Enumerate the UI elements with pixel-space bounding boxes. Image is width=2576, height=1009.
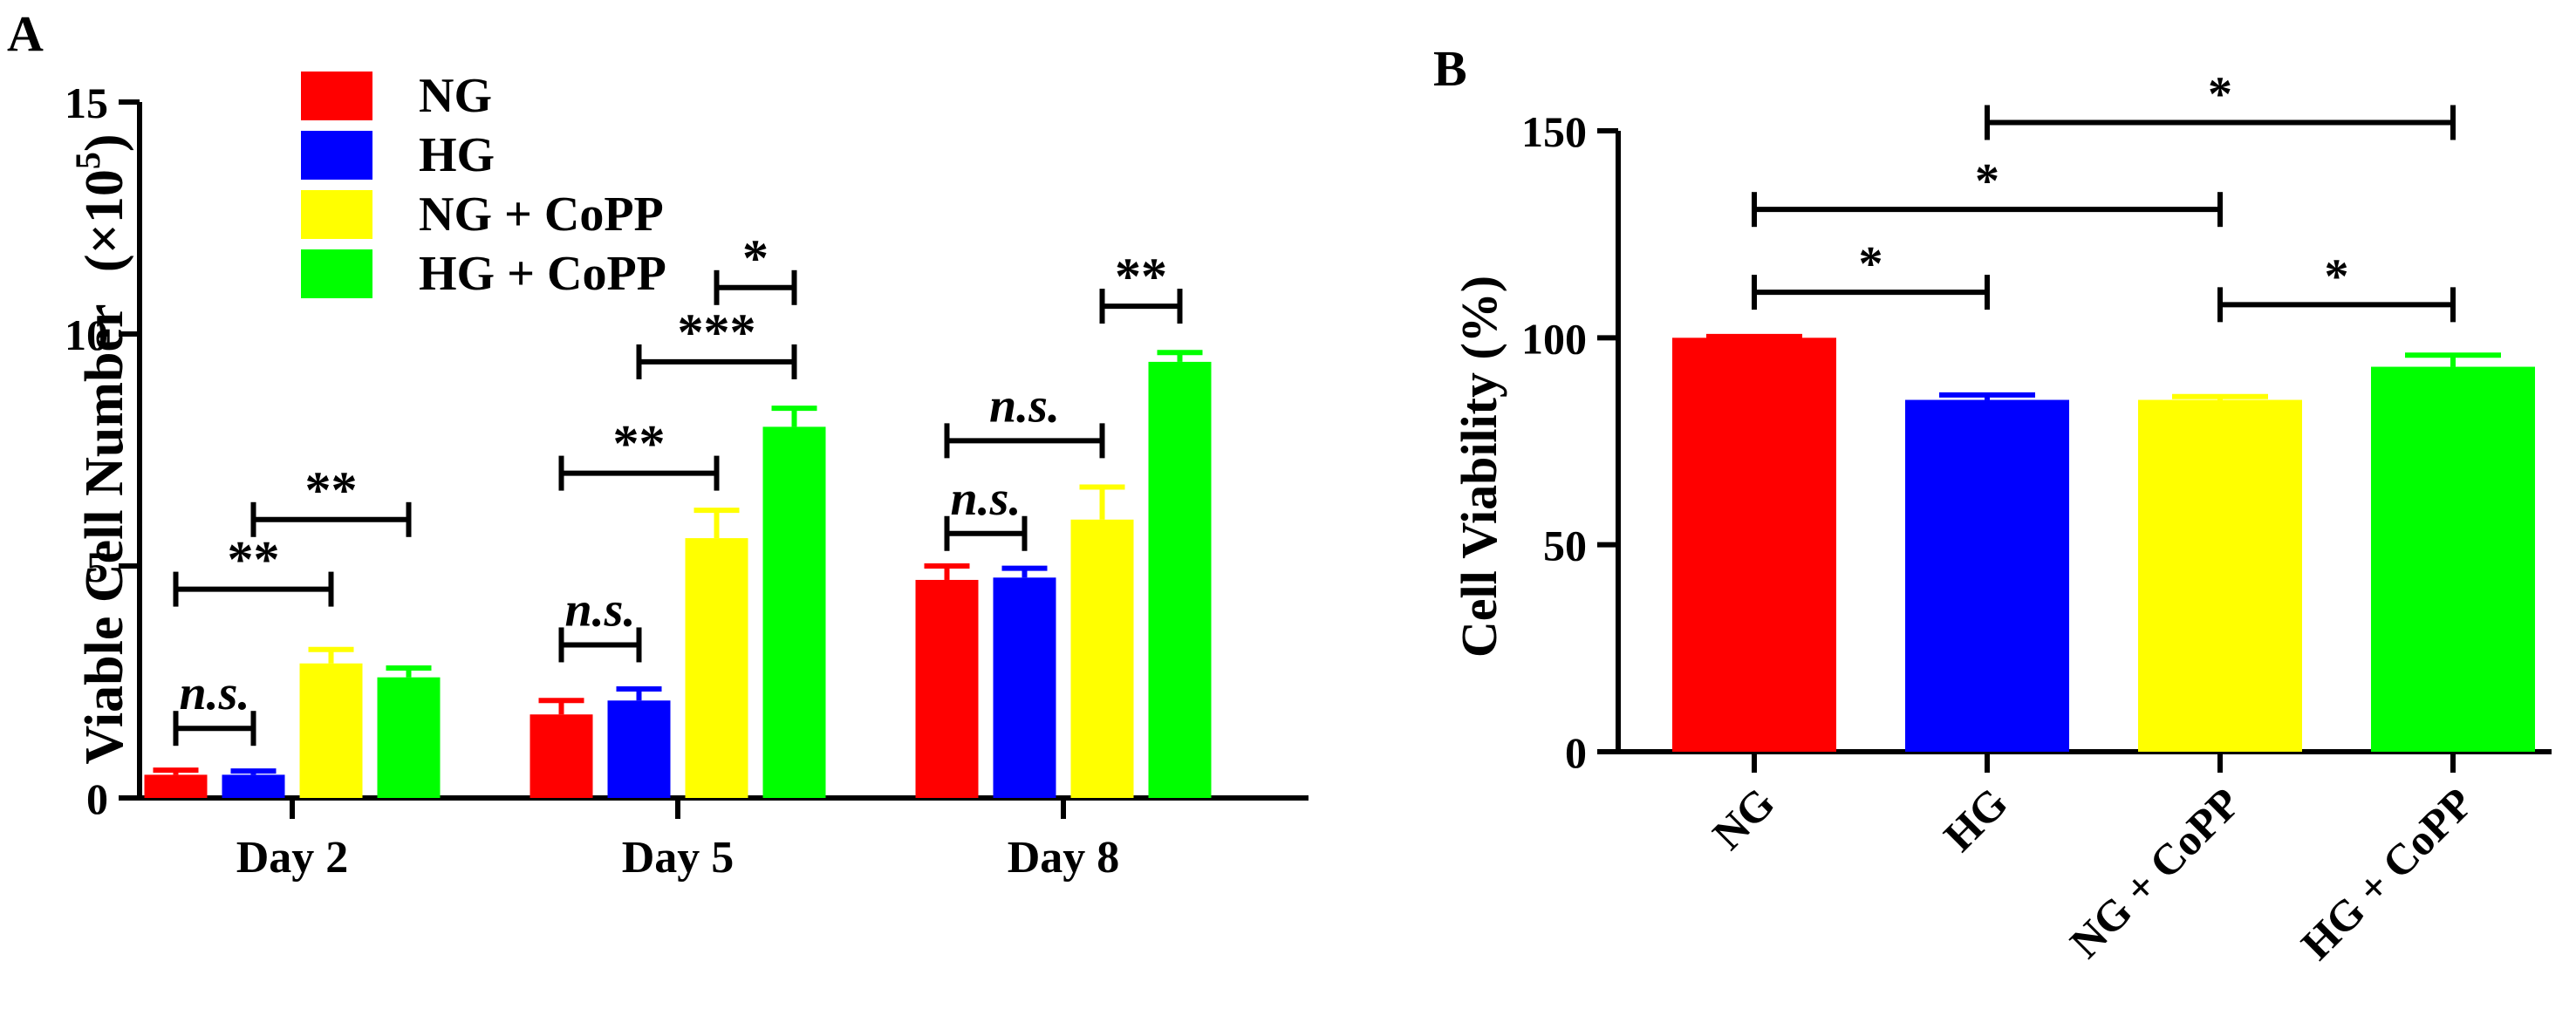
panel-b-y-tick-label: 150 [1521,107,1587,156]
panel-a-y-tick-label: 10 [65,310,108,359]
panel-b-significance-label: * [2325,249,2349,303]
panel-b-bar-ng [1672,337,1836,752]
panel-a-y-tick-label: 0 [86,774,108,823]
panel-b-bar-hg-copp [2371,366,2535,752]
panel-a-bar-hg-day-8 [993,577,1056,798]
panel-a-bar-hg-day-2 [222,774,285,798]
panel-a-significance: n.s.****n.s.******n.s.n.s.** [173,229,1183,747]
panel-b-bar-hg [1905,399,2069,752]
panel-a-bar-hg-copp-day-2 [377,677,441,798]
panel-a-y-label-text: Viable Cell Number [75,304,134,765]
panel-a-x-tick-label: Day 8 [1008,833,1120,883]
panel-a-legend-label-ng-copp: NG + CoPP [419,187,664,242]
panel-a-y-label-close: ) [75,133,134,152]
panel-b-x-tick-label: HG + CoPP [2292,778,2483,969]
panel-b-x-tick-label: HG [1934,778,2017,861]
panel-a-legend-swatch-ng-copp [301,190,372,239]
panel-b-significance-label: * [1859,237,1883,291]
panel-b-significance-label: * [1975,154,1999,208]
panel-a-bar-ng-copp-day-5 [685,538,748,798]
panel-a-bar-ng-day-8 [915,579,979,798]
panel-a-significance-label: n.s. [180,666,250,720]
panel-a-bar-ng-day-5 [530,714,593,798]
panel-a-significance-label: ** [613,415,666,473]
panel-a-label: A [7,5,44,62]
panel-a-legend-label-hg-copp: HG + CoPP [419,247,666,301]
panel-b-y-tick-label: 100 [1521,314,1587,363]
panel-a-y-axis-label: Viable Cell Number (×105) [68,133,134,764]
panel-b-y-tick-label: 50 [1543,522,1587,570]
panel-a-y-label-unit: (×10 [75,169,134,272]
panel-b-x-tick-label: NG [1703,778,1784,859]
panel-a-y-tick-label: 15 [65,78,108,127]
panel-a-bar-ng-copp-day-8 [1070,519,1134,798]
panel-a-significance-label: ** [228,531,280,589]
panel-a-bar-hg-day-5 [607,700,671,798]
panel-a-bar-hg-copp-day-8 [1148,361,1212,798]
panel-a-x-tick-label: Day 2 [236,833,349,883]
panel-a-significance-label: ** [305,461,358,519]
panel-a-legend-label-hg: HG [419,128,495,182]
panel-a-legend-swatch-ng [301,72,372,120]
panel-b-bar-ng-copp [2138,399,2302,752]
panel-a-significance-label: *** [678,303,756,361]
panel-b-significance-label: * [2208,68,2232,122]
panel-a-legend-swatch-hg [301,131,372,180]
panel-a-significance-label: n.s. [565,583,636,637]
panel-b-bars [1672,333,2535,752]
panel-a-legend-swatch-hg-copp [301,249,372,298]
panel-b-y-axis-label: Cell Viability (%) [1451,276,1507,658]
panel-b-x-tick-label: NG + CoPP [2060,778,2250,967]
panel-b-y-tick-label: 0 [1565,728,1587,777]
panel-a-significance-label: n.s. [989,378,1060,433]
panel-a-significance-label: ** [1115,248,1167,305]
panel-a-bar-hg-copp-day-5 [762,426,826,798]
panel-b: B Cell Viability (%) 0 50 100 150 NG HG NG + C… [1433,40,2552,969]
panel-a-significance-label: * [742,229,769,287]
panel-a-x-tick-label: Day 5 [622,833,735,883]
panel-a-y-tick-label: 5 [86,542,108,591]
panel-a-legend-label-ng: NG [419,69,492,123]
panel-b-significance: * * * * [1752,68,2456,323]
panel-a-bar-ng-copp-day-2 [299,663,363,798]
panel-a-bar-ng-day-2 [144,774,208,798]
panel-b-label: B [1433,40,1467,97]
panel-a-significance-label: n.s. [951,472,1022,526]
panel-a-y-label-exponent: 5 [68,152,107,169]
panel-a-bars [144,350,1212,798]
